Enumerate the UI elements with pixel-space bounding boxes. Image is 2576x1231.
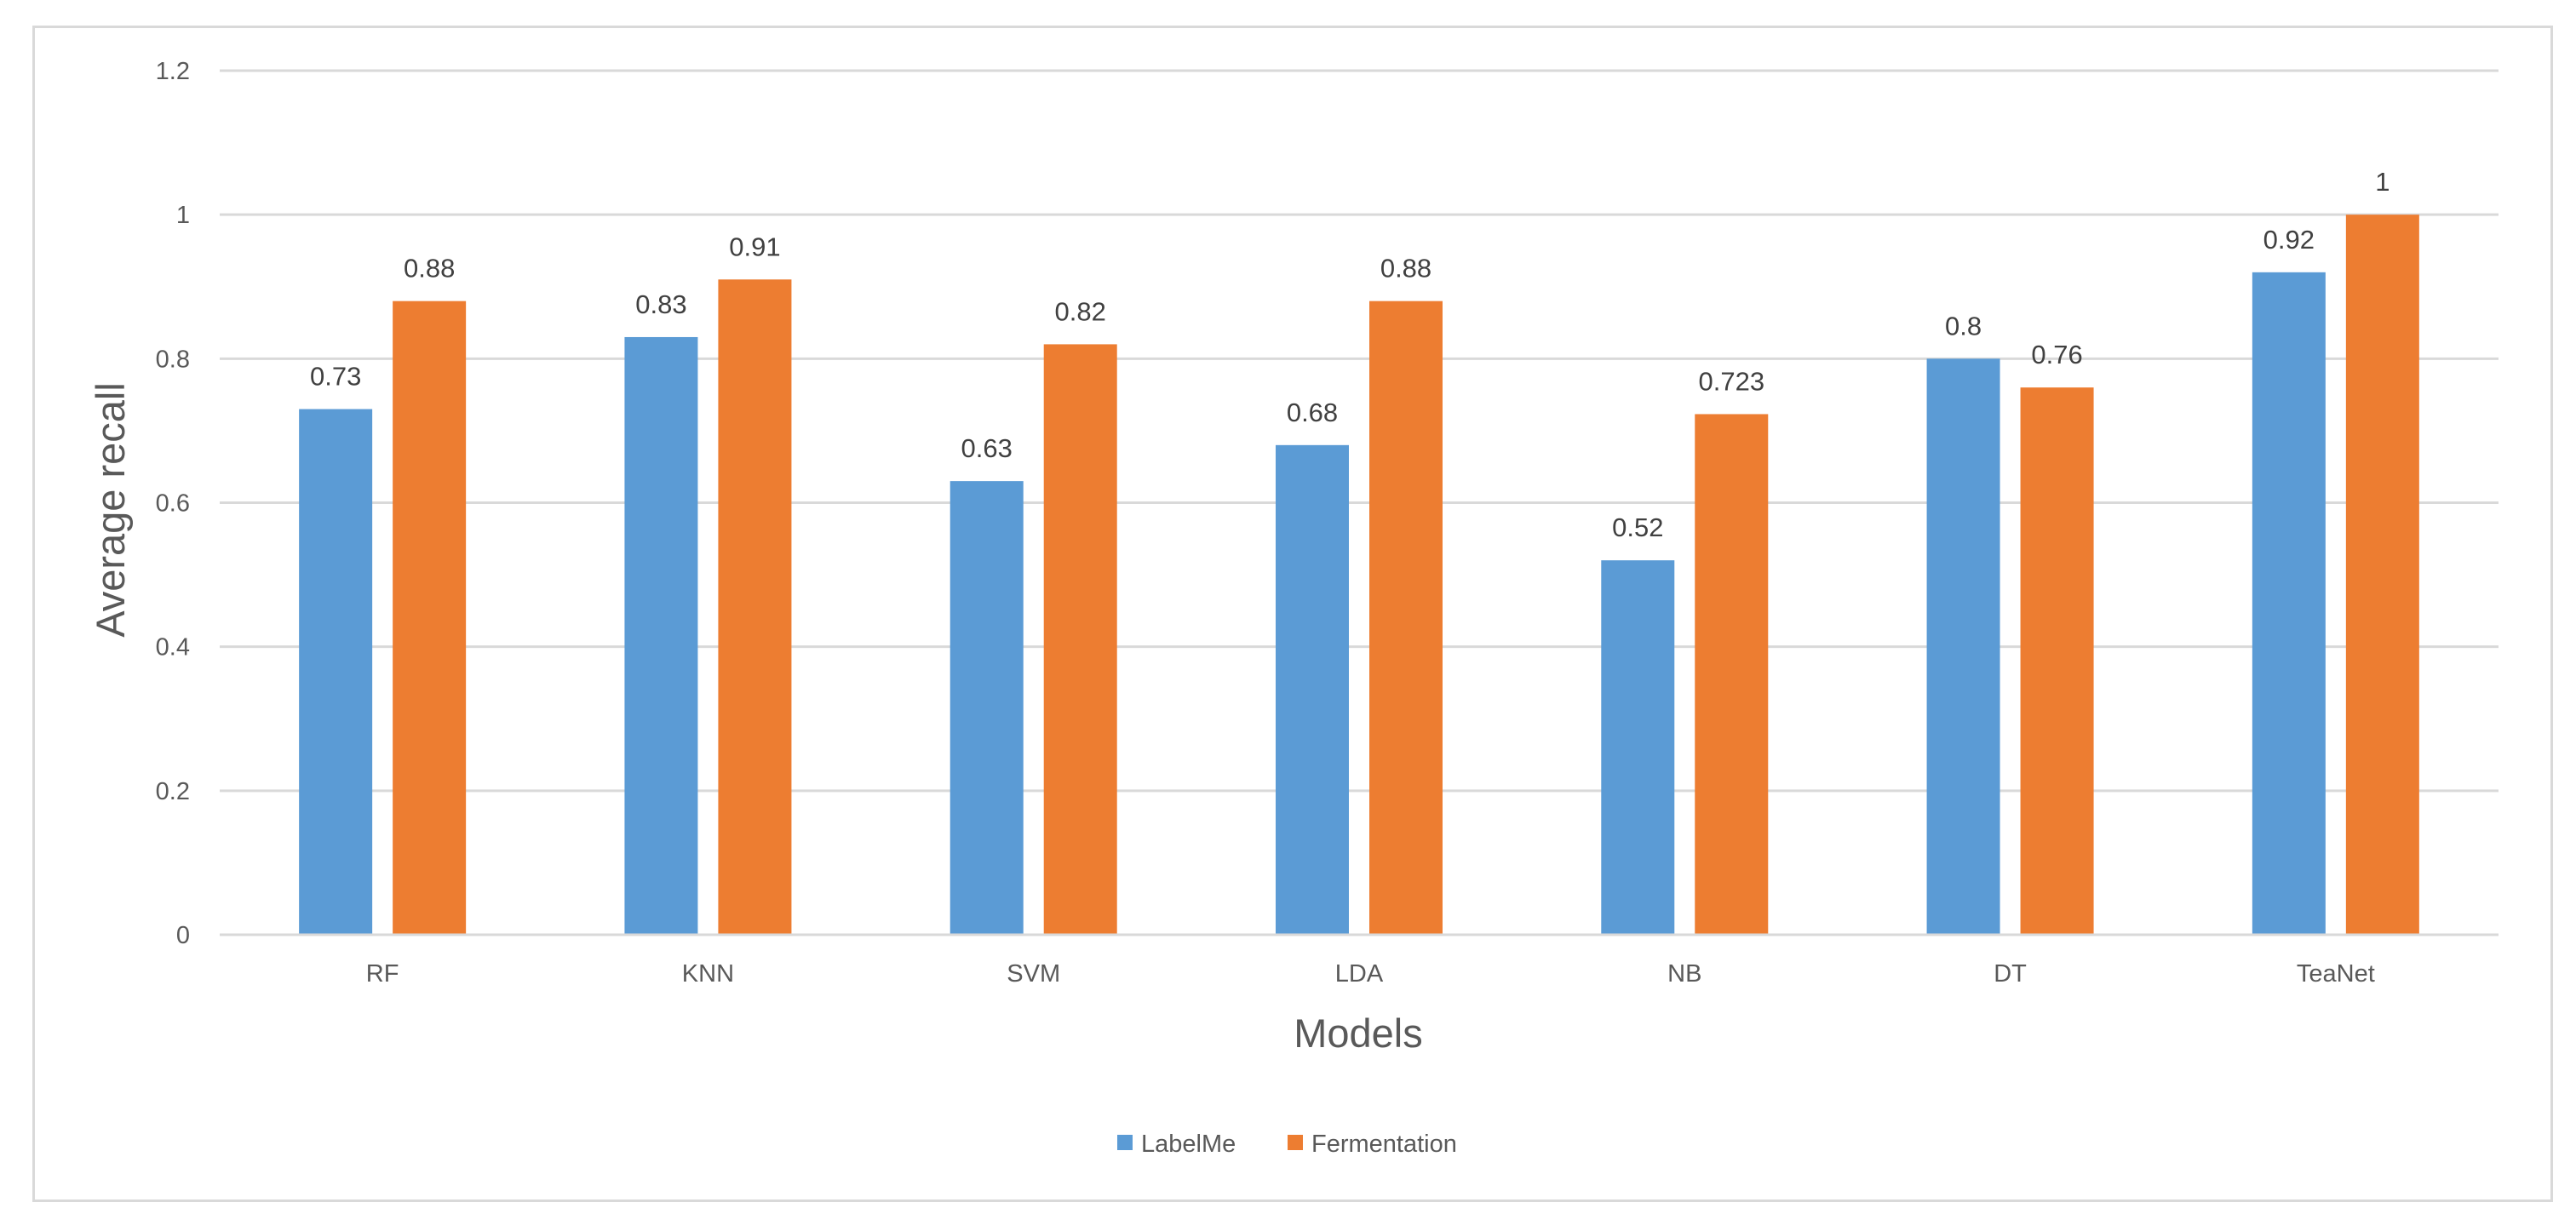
x-tick-label: SVM <box>1007 960 1060 988</box>
legend-swatch-labelme <box>1117 1135 1133 1150</box>
bar-labelme-rf <box>299 409 373 936</box>
data-label: 0.83 <box>635 289 686 319</box>
x-tick-label: TeaNet <box>2297 960 2375 988</box>
bar-labelme-nb <box>1601 560 1675 935</box>
x-axis-ticks: RF KNN SVM LDA NB DT TeaNet <box>220 933 2499 988</box>
y-axis-title: Average recall <box>88 382 133 638</box>
x-tick-label: RF <box>366 960 399 988</box>
data-label: 0.63 <box>961 433 1013 463</box>
data-label: 0.92 <box>2263 225 2315 255</box>
y-tick-label: 0.2 <box>156 778 190 805</box>
x-tick-label: LDA <box>1335 960 1384 988</box>
y-tick-label: 0.4 <box>156 634 190 661</box>
bar-fermentation-teanet <box>2345 215 2419 935</box>
data-label: 0.88 <box>404 254 455 283</box>
x-tick-label: KNN <box>682 960 734 988</box>
data-label: 0.76 <box>2031 340 2082 369</box>
bars <box>299 215 2419 936</box>
bar-fermentation-knn <box>718 279 792 936</box>
bar-labelme-dt <box>1926 358 2000 935</box>
x-tick-label: DT <box>1994 960 2027 988</box>
data-label: 0.88 <box>1380 254 1431 283</box>
y-tick-label: 0 <box>176 922 190 949</box>
data-label: 0.8 <box>1945 311 1982 341</box>
x-tick-label: NB <box>1667 960 1701 988</box>
bar-fermentation-svm <box>1043 344 1117 936</box>
y-tick-label: 1.2 <box>156 58 190 85</box>
y-tick-label: 1 <box>176 202 190 229</box>
x-axis-title: Models <box>1294 1011 1423 1056</box>
data-label: 1 <box>2375 167 2390 197</box>
bar-fermentation-nb <box>1695 414 1769 935</box>
data-label: 0.73 <box>310 362 361 392</box>
legend-label-fermentation: Fermentation <box>1311 1131 1457 1158</box>
data-label: 0.723 <box>1698 366 1764 396</box>
y-tick-label: 0.6 <box>156 490 190 518</box>
legend: LabelMe Fermentation <box>1117 1131 1457 1158</box>
bar-labelme-lda <box>1276 444 1349 935</box>
legend-swatch-fermentation <box>1288 1135 1303 1150</box>
data-label: 0.82 <box>1055 296 1106 326</box>
data-label: 0.52 <box>1612 512 1663 542</box>
y-axis-ticks: 0 0.2 0.4 0.6 0.8 1 1.2 <box>156 58 190 949</box>
bar-labelme-svm <box>950 481 1024 935</box>
bar-fermentation-lda <box>1369 301 1443 936</box>
bar-fermentation-rf <box>393 301 467 936</box>
bar-fermentation-dt <box>2020 387 2094 936</box>
y-tick-label: 0.8 <box>156 346 190 373</box>
bar-labelme-knn <box>624 336 698 935</box>
legend-label-labelme: LabelMe <box>1141 1131 1236 1158</box>
data-label: 0.91 <box>729 232 780 261</box>
gridlines <box>220 69 2499 936</box>
data-label: 0.68 <box>1287 398 1338 427</box>
data-labels: 0.73 0.88 0.83 0.91 0.63 0.82 0.68 0.88 0.52 0.72… <box>310 167 2390 542</box>
bar-labelme-teanet <box>2252 272 2326 935</box>
